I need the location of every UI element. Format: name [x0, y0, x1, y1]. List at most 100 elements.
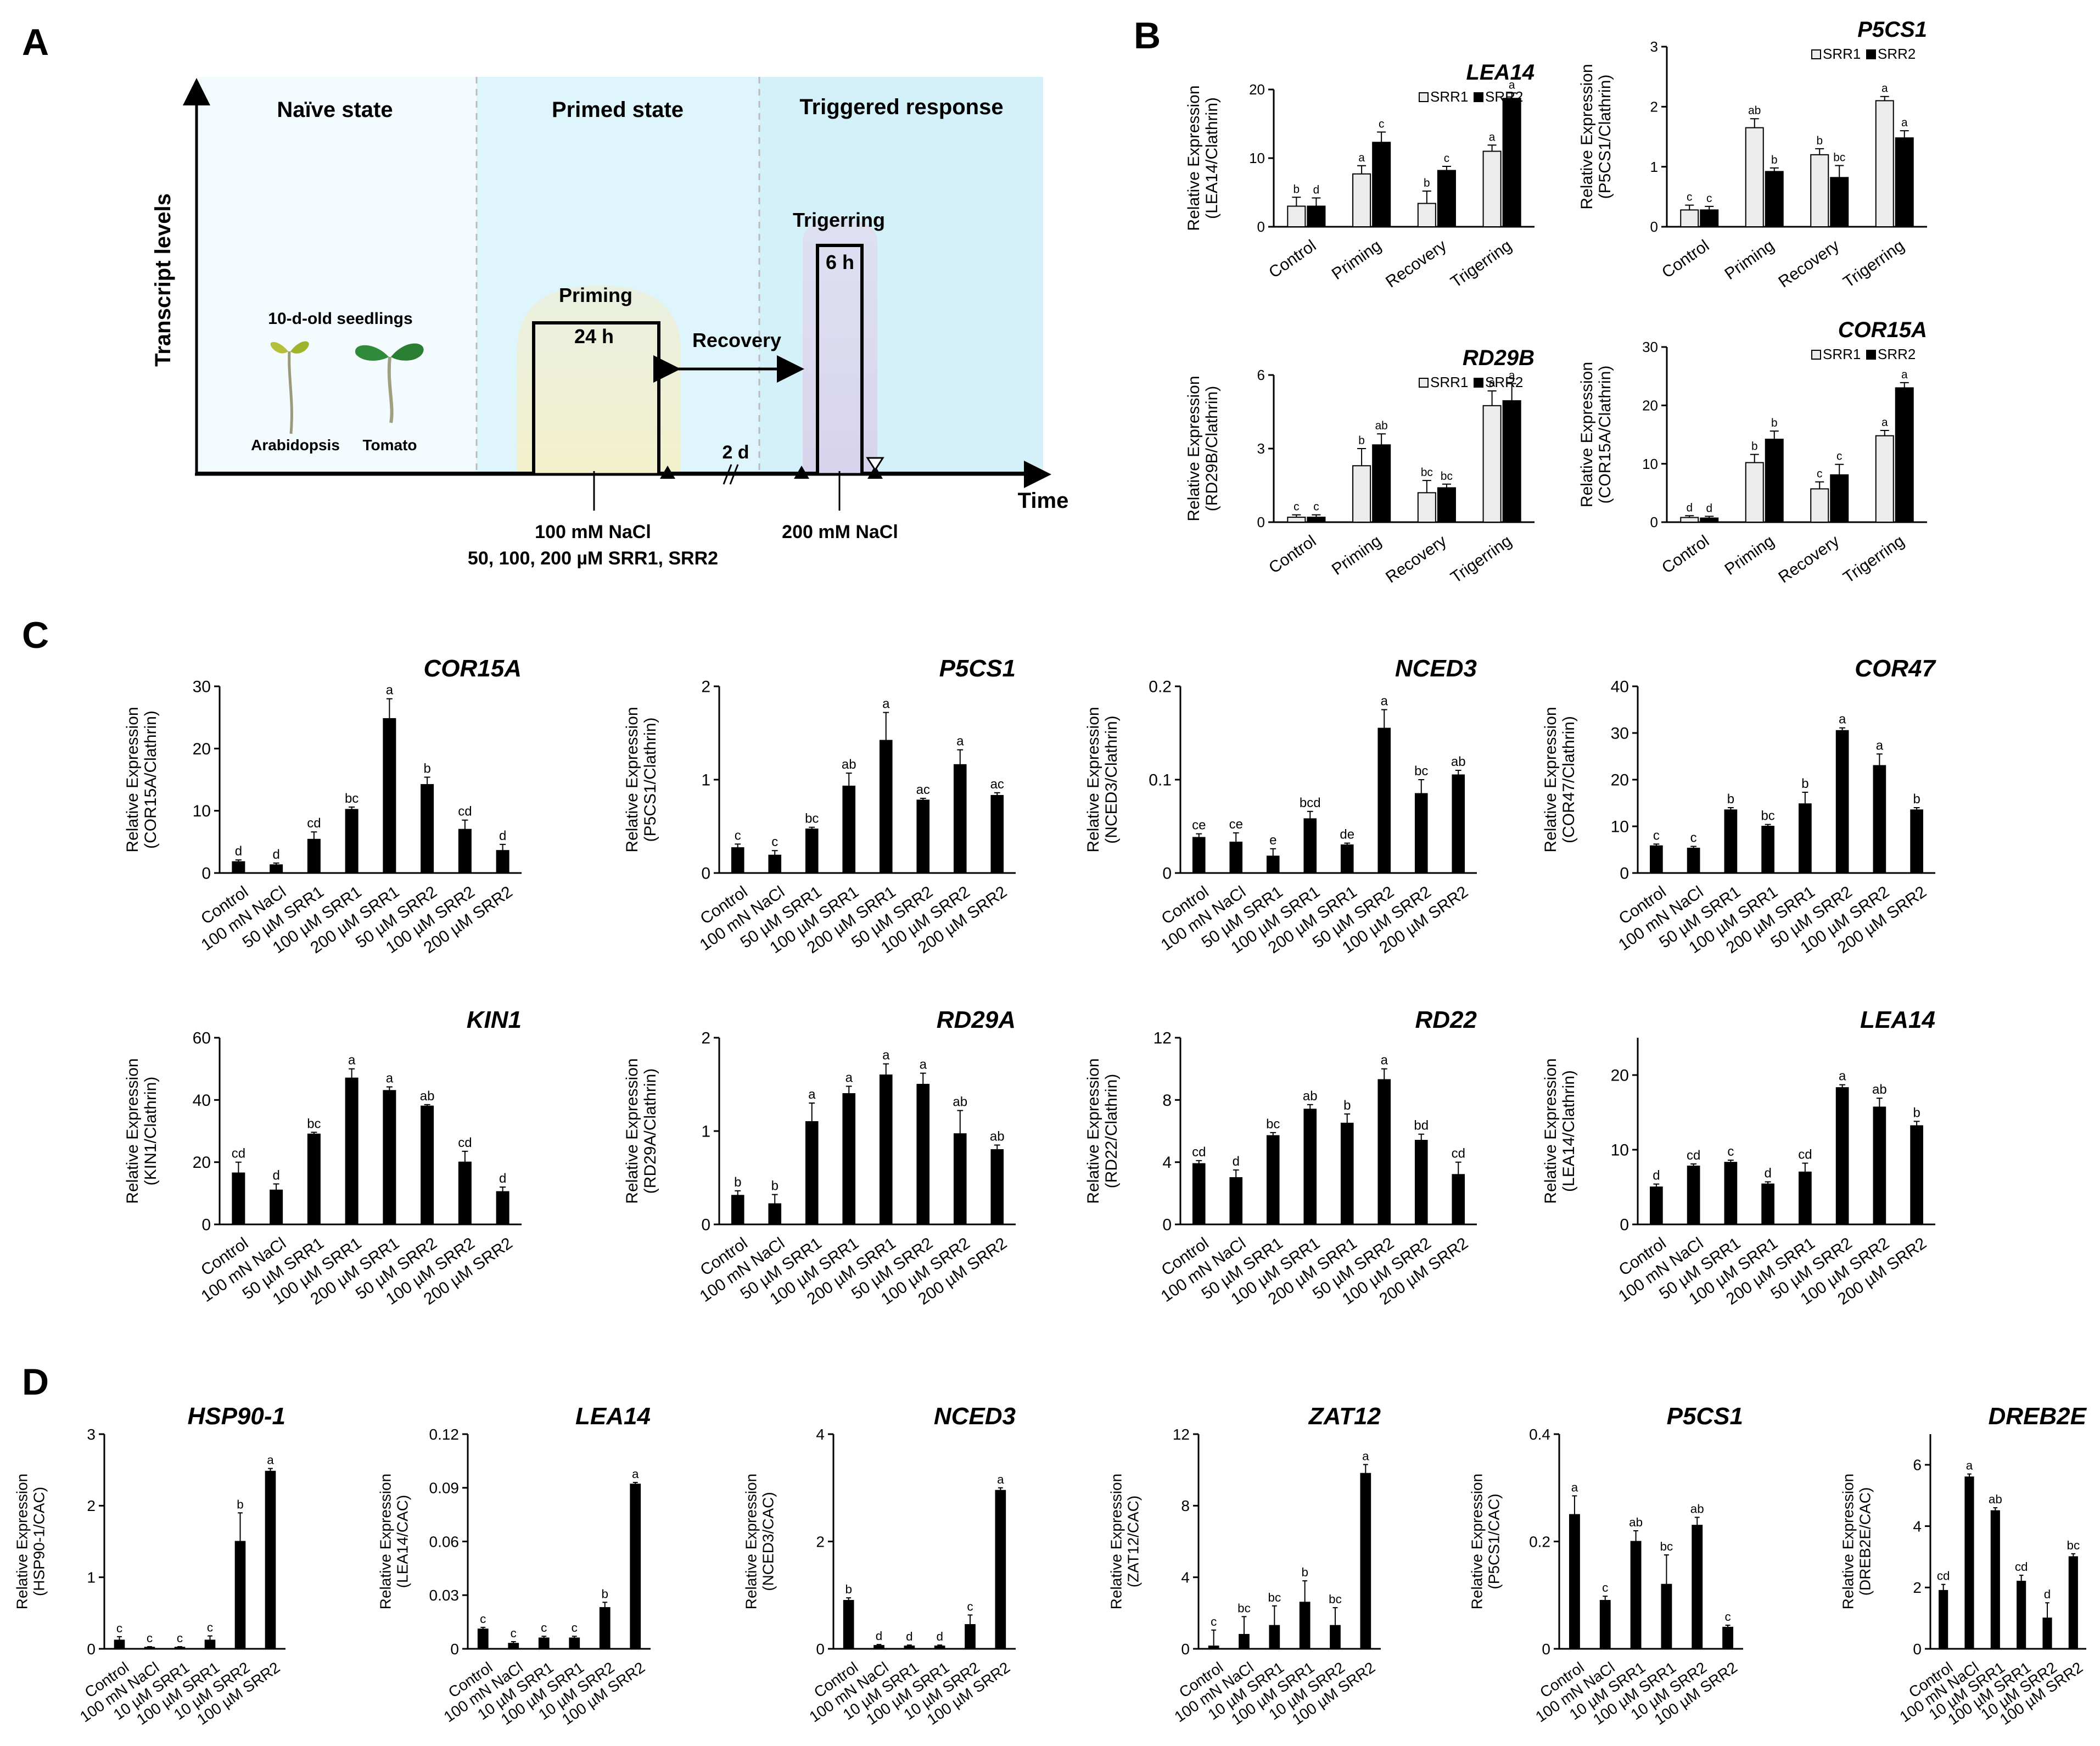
significance-letter: d [1233, 1154, 1240, 1169]
chart-d-dreb2e: 0 2 4 6 Relative Expression (DREB2E/CAC) DREB2… [1840, 1403, 2087, 1728]
significance-letter: d [272, 1168, 279, 1183]
legend-label-srr2: SRR2 [1878, 346, 1916, 362]
bar [174, 1647, 186, 1649]
bar [458, 1161, 472, 1225]
bar [1377, 1079, 1391, 1225]
category-label: Control [1659, 237, 1712, 282]
significance-letter: b [1771, 154, 1778, 166]
bar [1452, 774, 1465, 874]
bar [805, 829, 819, 874]
chart-c-nced3: 0 0.1 0.2 Relative Expression (NCED3/Clathri… [1084, 655, 1477, 957]
bar [805, 1121, 819, 1225]
significance-letter: a [1966, 1459, 1973, 1473]
bar [1835, 730, 1849, 874]
y-axis-label: Relative Expression [1469, 1474, 1486, 1609]
significance-letter: cd [1798, 1147, 1812, 1162]
significance-letter: d [1706, 502, 1712, 514]
y-tick-label: 30 [1611, 725, 1629, 743]
chart-title: LEA14 [1860, 1006, 1935, 1033]
y-tick-label: 3 [1650, 38, 1658, 55]
significance-letter: a [632, 1467, 639, 1481]
significance-letter: a [1571, 1480, 1578, 1494]
significance-letter: a [1901, 368, 1908, 381]
y-axis-label: (P5CS1/CAC) [1485, 1493, 1502, 1589]
primed-state-label: Primed state [552, 98, 684, 122]
category-label: Recovery [1382, 532, 1450, 587]
y-tick-label: 20 [193, 740, 211, 758]
significance-letter: a [845, 1070, 853, 1085]
bar [1437, 170, 1456, 227]
arabidopsis-seedling-icon [270, 341, 309, 434]
bar [1875, 435, 1894, 523]
significance-letter: ac [990, 777, 1004, 792]
bar [731, 1195, 744, 1225]
category-label: Control [1265, 532, 1319, 578]
significance-letter: b [1727, 792, 1734, 807]
legend-swatch-srr2 [1474, 92, 1483, 102]
y-axis-label: (COR15A/Clathrin) [1596, 366, 1614, 504]
significance-letter: b [1816, 135, 1823, 147]
bar [1360, 1473, 1371, 1650]
legend-label-srr1: SRR1 [1823, 46, 1861, 62]
y-axis-label: Relative Expression [1084, 707, 1102, 852]
y-tick-label: 10 [1642, 456, 1658, 472]
significance-letter: bc [345, 791, 359, 806]
y-tick-label: 20 [1642, 397, 1658, 413]
bar [1765, 171, 1784, 227]
bar [1340, 844, 1354, 874]
significance-letter: c [771, 835, 778, 849]
bar [731, 847, 744, 874]
bar [1414, 793, 1428, 874]
significance-letter: ab [1303, 1089, 1318, 1104]
legend-label-srr2: SRR2 [1878, 46, 1916, 62]
y-axis-label: (NCED3/CAC) [759, 1492, 776, 1591]
y-tick-label: 0 [201, 865, 211, 883]
y-axis-label: (KIN1/Clathrin) [142, 1077, 160, 1185]
category-label: Trigerring [1447, 532, 1515, 587]
chart-d-hsp90-1: 0 1 2 3 Relative Expression (HSP90-1/CAC) HSP9… [14, 1403, 285, 1728]
significance-letter: a [1358, 152, 1365, 164]
significance-letter: a [882, 1048, 890, 1063]
bar [1680, 517, 1699, 523]
significance-letter: b [1751, 440, 1758, 453]
bar [1830, 177, 1849, 228]
bar [1208, 1646, 1219, 1650]
chart-title: RD22 [1415, 1006, 1477, 1033]
y-axis-label: (COR15A/Clathrin) [142, 710, 160, 849]
significance-letter: c [177, 1631, 183, 1645]
y-axis-label: Relative Expression [1084, 1058, 1102, 1204]
bar [1377, 728, 1391, 874]
bar [508, 1643, 519, 1650]
chart-d-zat12: 0 4 8 12 Relative Expression (ZAT12/CAC) ZAT12… [1108, 1403, 1381, 1728]
bar [1599, 1600, 1611, 1649]
chart-title: RD29B [1463, 346, 1535, 370]
bar [1799, 803, 1812, 874]
significance-letter: c [1653, 828, 1660, 843]
bar [990, 1149, 1004, 1225]
priming-duration: 24 h [574, 325, 614, 348]
significance-letter: d [906, 1630, 912, 1643]
significance-letter: c [511, 1626, 517, 1640]
bar [1299, 1602, 1311, 1650]
bar [1873, 765, 1886, 874]
significance-letter: ab [1629, 1515, 1643, 1529]
significance-letter: de [1340, 827, 1354, 842]
bar [1810, 154, 1829, 227]
bar [1692, 1525, 1703, 1650]
bar [768, 1203, 782, 1225]
bar [1873, 1106, 1886, 1225]
y-axis-label: Transcript levels [151, 193, 175, 367]
y-tick-label: 0 [1913, 1641, 1922, 1658]
y-tick-label: 1 [701, 771, 710, 790]
significance-letter: d [1686, 501, 1693, 514]
y-tick-label: 10 [193, 802, 211, 820]
bar [842, 785, 856, 874]
significance-letter: cd [1452, 1146, 1465, 1161]
significance-letter: a [386, 1071, 394, 1086]
significance-letter: b [1358, 434, 1365, 447]
significance-letter: ce [1229, 817, 1243, 832]
significance-letter: cd [1937, 1569, 1950, 1583]
y-tick-label: 0.12 [429, 1426, 460, 1443]
legend-swatch-srr2 [1866, 350, 1876, 360]
bar [1192, 1163, 1206, 1225]
